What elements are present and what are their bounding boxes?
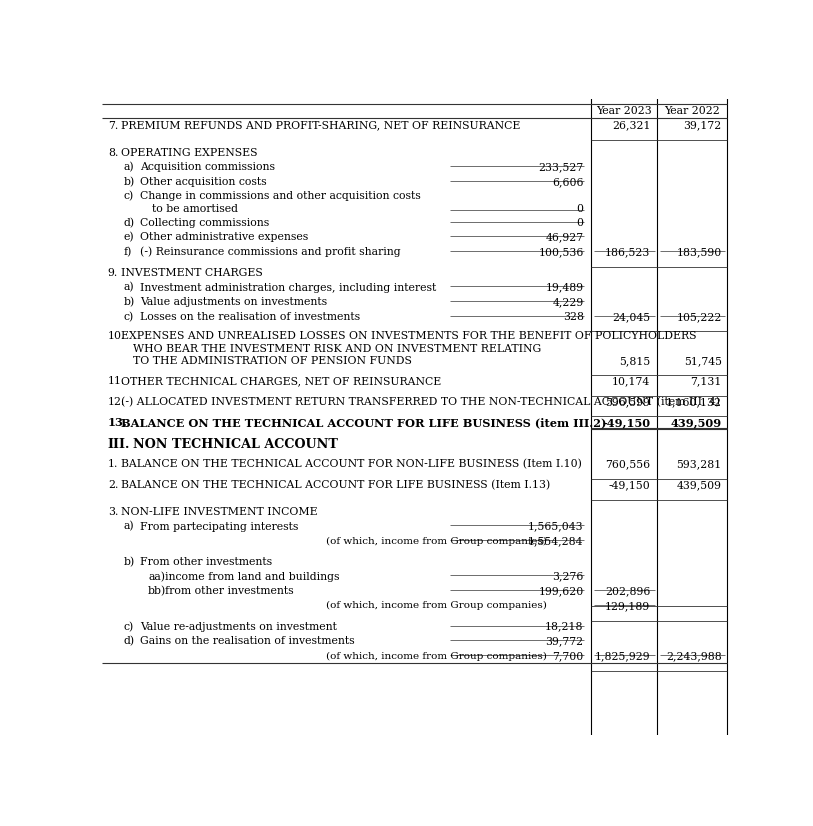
Text: Other acquisition costs: Other acquisition costs: [141, 177, 267, 187]
Text: -49,150: -49,150: [609, 480, 650, 490]
Text: c): c): [124, 191, 133, 201]
Text: c): c): [124, 311, 133, 322]
Text: 26,321: 26,321: [612, 121, 650, 131]
Text: 105,222: 105,222: [676, 311, 722, 322]
Text: Value re-adjustments on investment: Value re-adjustments on investment: [141, 622, 337, 632]
Text: b): b): [124, 177, 135, 187]
Text: Investment administration charges, including interest: Investment administration charges, inclu…: [141, 282, 437, 292]
Text: 199,620: 199,620: [538, 586, 584, 596]
Text: 593,281: 593,281: [676, 459, 722, 469]
Text: 202,896: 202,896: [605, 586, 650, 596]
Text: OPERATING EXPENSES: OPERATING EXPENSES: [121, 148, 258, 158]
Text: 0: 0: [576, 204, 584, 214]
Text: 439,509: 439,509: [671, 417, 722, 428]
Text: 100,536: 100,536: [538, 247, 584, 257]
Text: 7.: 7.: [108, 121, 118, 131]
Text: a): a): [124, 162, 134, 173]
Text: From partecipating interests: From partecipating interests: [141, 521, 298, 532]
Text: 1,565,043: 1,565,043: [528, 521, 584, 532]
Text: a): a): [124, 521, 134, 532]
Text: 7,131: 7,131: [690, 376, 722, 386]
Text: 12.: 12.: [108, 396, 125, 407]
Text: 4,229: 4,229: [552, 297, 584, 307]
Text: 11.: 11.: [108, 376, 125, 386]
Text: -49,150: -49,150: [602, 417, 650, 428]
Text: EXPENSES AND UNREALISED LOSSES ON INVESTMENTS FOR THE BENEFIT OF POLICYHOLDERS: EXPENSES AND UNREALISED LOSSES ON INVEST…: [121, 331, 697, 341]
Text: 3.: 3.: [108, 507, 118, 517]
Text: 5,815: 5,815: [619, 356, 650, 367]
Text: Gains on the realisation of investments: Gains on the realisation of investments: [141, 636, 355, 646]
Text: a): a): [124, 282, 134, 292]
Text: (of which, income from Group companies): (of which, income from Group companies): [326, 601, 547, 610]
Text: bb): bb): [148, 586, 167, 596]
Text: d): d): [124, 636, 134, 647]
Text: Year 2022: Year 2022: [664, 106, 720, 116]
Text: INVESTMENT CHARGES: INVESTMENT CHARGES: [121, 268, 263, 278]
Text: BALANCE ON THE TECHNICAL ACCOUNT FOR LIFE BUSINESS (Item I.13): BALANCE ON THE TECHNICAL ACCOUNT FOR LIF…: [121, 480, 550, 490]
Text: 183,590: 183,590: [676, 247, 722, 257]
Text: 1,825,929: 1,825,929: [594, 651, 650, 661]
Text: 3,276: 3,276: [552, 572, 584, 582]
Text: 2,243,988: 2,243,988: [666, 651, 722, 661]
Text: income from land and buildings: income from land and buildings: [165, 572, 340, 582]
Text: 39,772: 39,772: [546, 636, 584, 646]
Text: aa): aa): [148, 572, 165, 582]
Text: From other investments: From other investments: [141, 557, 272, 567]
Text: 8.: 8.: [108, 148, 118, 158]
Text: 6,606: 6,606: [552, 177, 584, 187]
Text: 0: 0: [576, 218, 584, 228]
Text: 10.: 10.: [108, 331, 125, 341]
Text: BALANCE ON THE TECHNICAL ACCOUNT FOR NON-LIFE BUSINESS (Item I.10): BALANCE ON THE TECHNICAL ACCOUNT FOR NON…: [121, 459, 582, 469]
Text: 18,218: 18,218: [546, 622, 584, 632]
Text: e): e): [124, 232, 134, 243]
Text: 129,189: 129,189: [605, 601, 650, 611]
Text: WHO BEAR THE INVESTMENT RISK AND ON INVESTMENT RELATING: WHO BEAR THE INVESTMENT RISK AND ON INVE…: [133, 344, 541, 354]
Text: 596,599: 596,599: [606, 396, 650, 407]
Text: (of which, income from Group companies): (of which, income from Group companies): [326, 652, 547, 661]
Text: 9.: 9.: [108, 268, 118, 278]
Text: c): c): [124, 621, 133, 632]
Text: to be amortised: to be amortised: [152, 204, 238, 214]
Text: 233,527: 233,527: [538, 162, 584, 173]
Text: 1,554,284: 1,554,284: [528, 536, 584, 546]
Text: 46,927: 46,927: [546, 232, 584, 243]
Text: NON TECHNICAL ACCOUNT: NON TECHNICAL ACCOUNT: [133, 438, 337, 451]
Text: Value adjustments on investments: Value adjustments on investments: [141, 297, 328, 307]
Text: 51,745: 51,745: [684, 356, 722, 367]
Text: Other administrative expenses: Other administrative expenses: [141, 232, 309, 243]
Text: 13.: 13.: [108, 417, 128, 428]
Text: f): f): [124, 247, 132, 257]
Text: III.: III.: [108, 438, 130, 451]
Text: 186,523: 186,523: [605, 247, 650, 257]
Text: 39,172: 39,172: [684, 121, 722, 131]
Text: 19,489: 19,489: [546, 282, 584, 292]
Text: Losses on the realisation of investments: Losses on the realisation of investments: [141, 311, 360, 322]
Text: Acquisition commissions: Acquisition commissions: [141, 162, 276, 173]
Text: 2.: 2.: [108, 480, 118, 490]
Text: Collecting commissions: Collecting commissions: [141, 218, 270, 228]
Text: 24,045: 24,045: [612, 311, 650, 322]
Text: d): d): [124, 218, 134, 228]
Text: PREMIUM REFUNDS AND PROFIT-SHARING, NET OF REINSURANCE: PREMIUM REFUNDS AND PROFIT-SHARING, NET …: [121, 121, 520, 131]
Text: 7,700: 7,700: [552, 651, 584, 661]
Text: b): b): [124, 297, 135, 307]
Text: TO THE ADMINISTRATION OF PENSION FUNDS: TO THE ADMINISTRATION OF PENSION FUNDS: [133, 356, 411, 367]
Text: 1.: 1.: [108, 459, 118, 469]
Text: BALANCE ON THE TECHNICAL ACCOUNT FOR LIFE BUSINESS (item III.2): BALANCE ON THE TECHNICAL ACCOUNT FOR LIF…: [121, 417, 606, 428]
Text: 328: 328: [563, 311, 584, 322]
Text: (of which, income from Group companies): (of which, income from Group companies): [326, 537, 547, 546]
Text: 439,509: 439,509: [676, 480, 722, 490]
Text: from other investments: from other investments: [165, 586, 293, 596]
Text: (-) Reinsurance commissions and profit sharing: (-) Reinsurance commissions and profit s…: [141, 247, 401, 258]
Text: b): b): [124, 557, 135, 567]
Text: (-) ALLOCATED INVESTMENT RETURN TRANSFERRED TO THE NON-TECHNICAL ACCOUNT (item I: (-) ALLOCATED INVESTMENT RETURN TRANSFER…: [121, 396, 720, 407]
Text: 1,160,132: 1,160,132: [666, 396, 722, 407]
Text: OTHER TECHNICAL CHARGES, NET OF REINSURANCE: OTHER TECHNICAL CHARGES, NET OF REINSURA…: [121, 376, 441, 386]
Text: Year 2023: Year 2023: [597, 106, 652, 116]
Text: 10,174: 10,174: [612, 376, 650, 386]
Text: Change in commissions and other acquisition costs: Change in commissions and other acquisit…: [141, 191, 421, 201]
Text: 760,556: 760,556: [605, 459, 650, 469]
Text: NON-LIFE INVESTMENT INCOME: NON-LIFE INVESTMENT INCOME: [121, 507, 318, 517]
